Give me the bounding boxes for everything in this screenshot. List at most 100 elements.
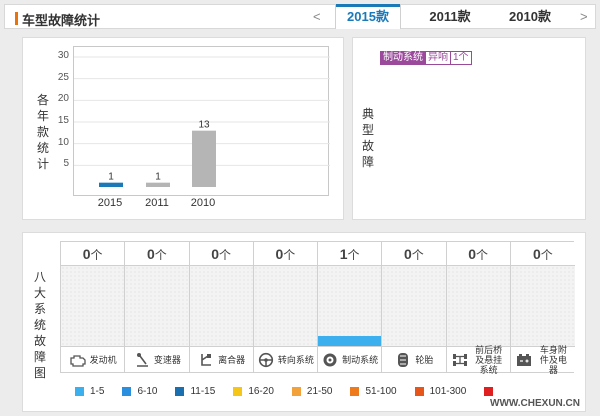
system-column[interactable]: 0个车身附件及电器	[510, 242, 575, 375]
fault-count-tag: 1个	[450, 52, 471, 64]
typical-fault-label: 典型故障	[361, 107, 374, 169]
system-column[interactable]: 0个轮胎	[382, 242, 447, 372]
system-name: 车身附件及电器	[539, 344, 567, 375]
legend-label: 1-5	[90, 386, 105, 397]
per-year-chart: 1 1 13	[73, 46, 330, 196]
system-fault-area	[125, 266, 189, 346]
legend-swatch	[175, 387, 185, 396]
system-fault-area	[189, 266, 253, 346]
tab-2010[interactable]: 2010款	[509, 9, 551, 24]
fault-type-tag: 异响	[425, 52, 450, 64]
system-column[interactable]: 0个变速器	[125, 242, 190, 372]
system-column[interactable]: 0个离合器	[189, 242, 254, 372]
system-column[interactable]: 0个前后桥及悬挂系统	[446, 242, 511, 375]
bar-value-label: 1	[108, 172, 114, 183]
system-fault-count: 0个	[382, 242, 446, 266]
system-count-unit: 个	[476, 248, 489, 262]
legend-swatch	[350, 387, 360, 396]
per-year-label: 各年款统计	[36, 93, 49, 171]
legend-swatch	[233, 387, 243, 396]
system-fault-area	[382, 266, 446, 346]
system-name: 离合器	[218, 355, 246, 365]
system-count-number: 0	[211, 246, 220, 262]
system-count-unit: 个	[283, 248, 296, 262]
system-fault-count: 1个	[318, 242, 382, 266]
legend-label: 6-10	[137, 386, 158, 397]
system-count-unit: 个	[219, 248, 232, 262]
next-arrow-button[interactable]: >	[580, 9, 588, 24]
legend-item: 101-300	[414, 386, 467, 397]
system-fault-count: 0个	[510, 242, 575, 266]
legend-label: 51-100	[365, 386, 397, 397]
system-name: 轮胎	[415, 355, 434, 365]
system-fault-area	[253, 266, 317, 346]
typical-fault-tags[interactable]: 制动系统 异响 1个	[380, 51, 472, 65]
y-tick-label: 10	[57, 136, 69, 148]
system-name: 前后桥及悬挂系统	[475, 344, 503, 375]
system-fault-count: 0个	[253, 242, 317, 266]
legend-label: 21-50	[306, 386, 333, 397]
legend-item	[484, 386, 499, 397]
legend-item: 1-5	[75, 386, 104, 397]
tab-2015[interactable]: 2015款	[335, 4, 401, 29]
system-label: 制动系统	[318, 346, 382, 372]
system-fault-count: 0个	[125, 242, 189, 266]
car-battery-icon	[515, 352, 533, 368]
system-label: 变速器	[125, 346, 189, 372]
system-column[interactable]: 0个发动机	[61, 242, 126, 372]
engine-icon	[69, 352, 87, 368]
system-name: 制动系统	[342, 355, 379, 365]
system-fault-fill	[318, 336, 382, 346]
system-label: 轮胎	[382, 346, 446, 372]
tire-icon	[394, 352, 412, 368]
system-fault-count: 0个	[61, 242, 125, 266]
system-count-unit: 个	[90, 248, 103, 262]
system-fault-count: 0个	[446, 242, 510, 266]
system-fault-count: 0个	[189, 242, 253, 266]
system-fault-area	[446, 266, 510, 346]
legend-label: 101-300	[429, 386, 467, 397]
fault-stats-header: 车型故障统计 < 2015款 2011款 2010款 >	[4, 4, 596, 29]
legend-swatch	[122, 387, 132, 396]
x-tick-label: 2015	[97, 197, 123, 209]
y-tick-label: 20	[57, 93, 69, 105]
system-label: 前后桥及悬挂系统	[446, 344, 510, 375]
bar-2015	[99, 182, 123, 187]
tab-2011[interactable]: 2011款	[429, 9, 471, 24]
eight-systems-grid: 0个 发动机 0个 变速器 0个 离合器 0个 转向系统 1个 制动系统 0个 轮胎 0个 前后桥及悬挂系…	[60, 241, 575, 375]
steering-wheel-icon	[257, 352, 275, 368]
system-count-number: 0	[146, 246, 155, 262]
watermark: WWW.CHEXUN.CN	[490, 398, 580, 409]
system-count-number: 0	[275, 246, 284, 262]
gear-shift-icon	[133, 352, 151, 368]
legend-item: 51-100	[350, 386, 397, 397]
system-count-unit: 个	[411, 248, 424, 262]
legend-item: 21-50	[291, 386, 333, 397]
bar-value-label: 1	[155, 172, 161, 183]
legend-item: 16-20	[233, 386, 274, 397]
legend-item: 6-10	[122, 386, 157, 397]
system-count-number: 0	[468, 246, 477, 262]
system-label: 车身附件及电器	[510, 344, 575, 375]
system-column[interactable]: 1个制动系统	[318, 242, 383, 372]
system-fault-area	[510, 266, 575, 346]
system-fault-area	[318, 266, 382, 346]
axle-suspension-icon	[451, 352, 469, 368]
prev-arrow-button[interactable]: <	[313, 9, 321, 24]
system-count-number: 0	[403, 246, 412, 262]
system-count-number: 0	[82, 246, 91, 262]
system-fault-area	[61, 266, 125, 346]
system-column[interactable]: 0个转向系统	[253, 242, 318, 372]
bar-value-label: 13	[198, 120, 210, 131]
system-count-unit: 个	[154, 248, 167, 262]
fault-system-tag: 制动系统	[381, 52, 425, 64]
legend-swatch	[484, 387, 494, 396]
color-legend: 1-5 6-10 11-15 16-20 21-50 51-100 101-300	[75, 386, 517, 397]
legend-swatch	[414, 387, 424, 396]
system-count-unit: 个	[347, 248, 360, 262]
system-label: 发动机	[61, 346, 125, 372]
legend-swatch	[291, 387, 301, 396]
brake-disc-icon	[321, 352, 339, 368]
y-tick-label: 25	[57, 71, 69, 83]
system-name: 转向系统	[277, 355, 314, 365]
